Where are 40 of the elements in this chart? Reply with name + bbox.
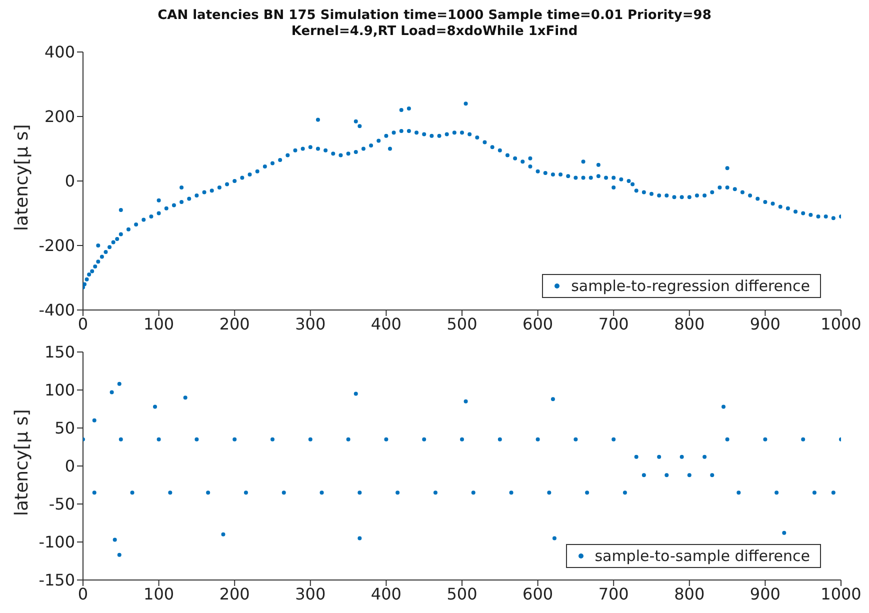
x-tick-label: 200 xyxy=(219,584,250,604)
x-tick-label: 0 xyxy=(78,584,88,604)
y-tick-label: -100 xyxy=(38,532,75,552)
y-tick-label: -150 xyxy=(38,570,75,590)
y-tick-label: -50 xyxy=(48,494,75,514)
y-tick-label: 100 xyxy=(44,380,75,400)
x-tick-label: 400 xyxy=(370,314,402,334)
y-tick-label: -200 xyxy=(38,236,75,256)
legend-label: sample-to-regression difference xyxy=(571,277,810,295)
x-tick-label: 300 xyxy=(295,314,326,334)
y-tick-label: 0 xyxy=(64,172,75,191)
chart-title: CAN latencies BN 175 Simulation time=1000 Sample time=0.01 Priority=98 xyxy=(156,8,712,24)
y-tick-label: 400 xyxy=(44,42,75,62)
x-tick-label: 700 xyxy=(598,314,629,334)
x-tick-label: 900 xyxy=(750,314,780,334)
x-tick-label: 100 xyxy=(144,584,174,604)
x-tick-label: 500 xyxy=(446,314,478,334)
x-tick-label: 900 xyxy=(750,584,780,604)
x-tick-label: 300 xyxy=(295,584,326,604)
x-tick-label: 700 xyxy=(598,584,629,604)
x-tick-label: 200 xyxy=(219,314,250,334)
x-tick-label: 1000 xyxy=(820,584,862,604)
y-tick-label: 50 xyxy=(54,418,75,438)
y-axis-title: latency[μ s] xyxy=(11,124,32,231)
y-tick-label: 200 xyxy=(44,107,75,126)
x-tick-label: 500 xyxy=(446,584,478,604)
chart-subtitle: Kernel=4.9,RT Load=8xdoWhile 1xFind xyxy=(290,24,579,40)
legend-label: sample-to-sample difference xyxy=(594,547,810,565)
x-tick-label: 600 xyxy=(522,584,554,604)
x-tick-label: 1000 xyxy=(820,314,862,334)
x-tick-label: 600 xyxy=(522,314,554,334)
x-tick-label: 400 xyxy=(370,584,402,604)
y-tick-label: 150 xyxy=(44,342,75,362)
y-axis-title: latency[μ s] xyxy=(11,409,32,516)
x-tick-label: 100 xyxy=(144,314,174,334)
x-tick-label: 800 xyxy=(674,584,705,604)
y-tick-label: 0 xyxy=(64,456,75,476)
x-tick-label: 0 xyxy=(78,314,88,334)
x-tick-label: 800 xyxy=(674,314,705,334)
y-tick-label: -400 xyxy=(38,300,75,320)
